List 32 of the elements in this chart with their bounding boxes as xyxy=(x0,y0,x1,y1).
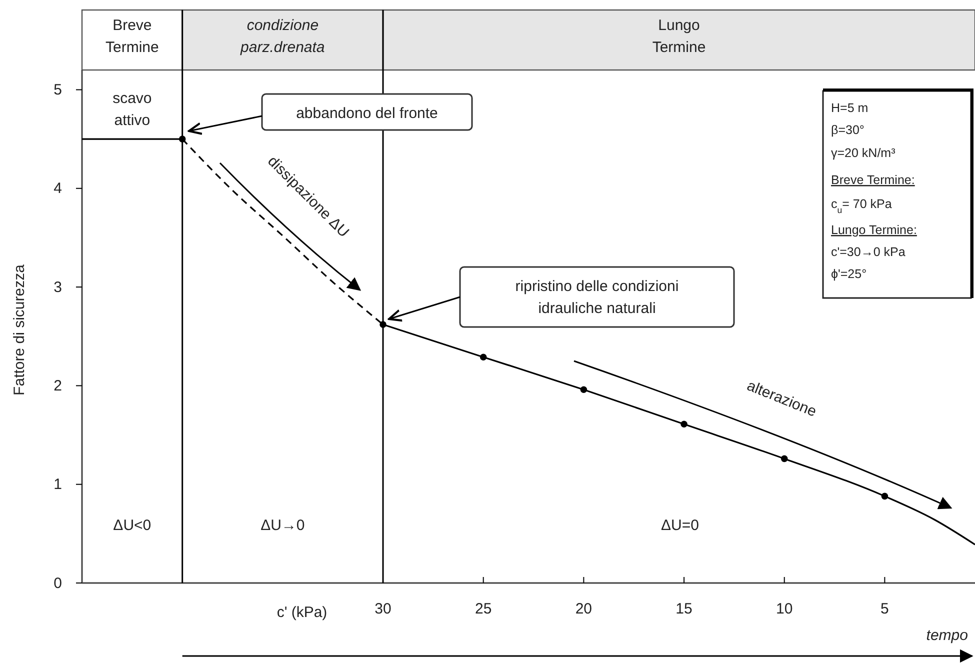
annotation: β=30° xyxy=(831,123,864,137)
y-axis-title: Fattore di sicurezza xyxy=(11,264,28,396)
text: Breve Termine xyxy=(105,17,159,56)
annotation: ΔU=0 xyxy=(661,517,699,534)
annotation: ripristino delle condizioni idrauliche naturali xyxy=(515,278,679,317)
annotation: ΔU<0 xyxy=(113,517,152,534)
annotation: Lungo Termine: xyxy=(831,223,917,237)
y-tick-label: 4 xyxy=(54,180,62,198)
annotation: H=5 m xyxy=(831,101,868,115)
x-tick-label: 20 xyxy=(575,600,592,618)
y-tick-label: 3 xyxy=(54,278,62,296)
x-tick-label: 15 xyxy=(676,600,692,618)
annotation: c$_{u}$= 70 kPa xyxy=(831,197,892,215)
y-tick-label: 2 xyxy=(54,377,62,394)
x-axis-title: c' (kPa) xyxy=(276,604,328,621)
text: Lungo Termine xyxy=(652,17,706,56)
y-tick-label: 0 xyxy=(54,574,62,592)
annotation: ΔU→0 xyxy=(260,517,305,534)
x-tick-label: 30 xyxy=(374,600,392,618)
y-tick-label: 1 xyxy=(54,476,62,494)
annotation: scavo attivo xyxy=(112,90,152,129)
x-tick-label: 10 xyxy=(776,600,793,618)
x-tick-label: 25 xyxy=(475,600,492,618)
annotation: c'=30→0 kPa xyxy=(831,245,906,259)
annotation: Breve Termine: xyxy=(831,173,915,187)
annotation: ϕ'=25° xyxy=(831,267,867,281)
text: tempo xyxy=(926,627,968,644)
y-tick-label: 5 xyxy=(54,82,62,99)
text: condizione parz.drenata xyxy=(240,17,325,56)
x-tick-label: 5 xyxy=(880,600,889,618)
annotation: γ=20 kN/m³ xyxy=(831,146,896,160)
annotation: abbandono del fronte xyxy=(296,105,438,122)
